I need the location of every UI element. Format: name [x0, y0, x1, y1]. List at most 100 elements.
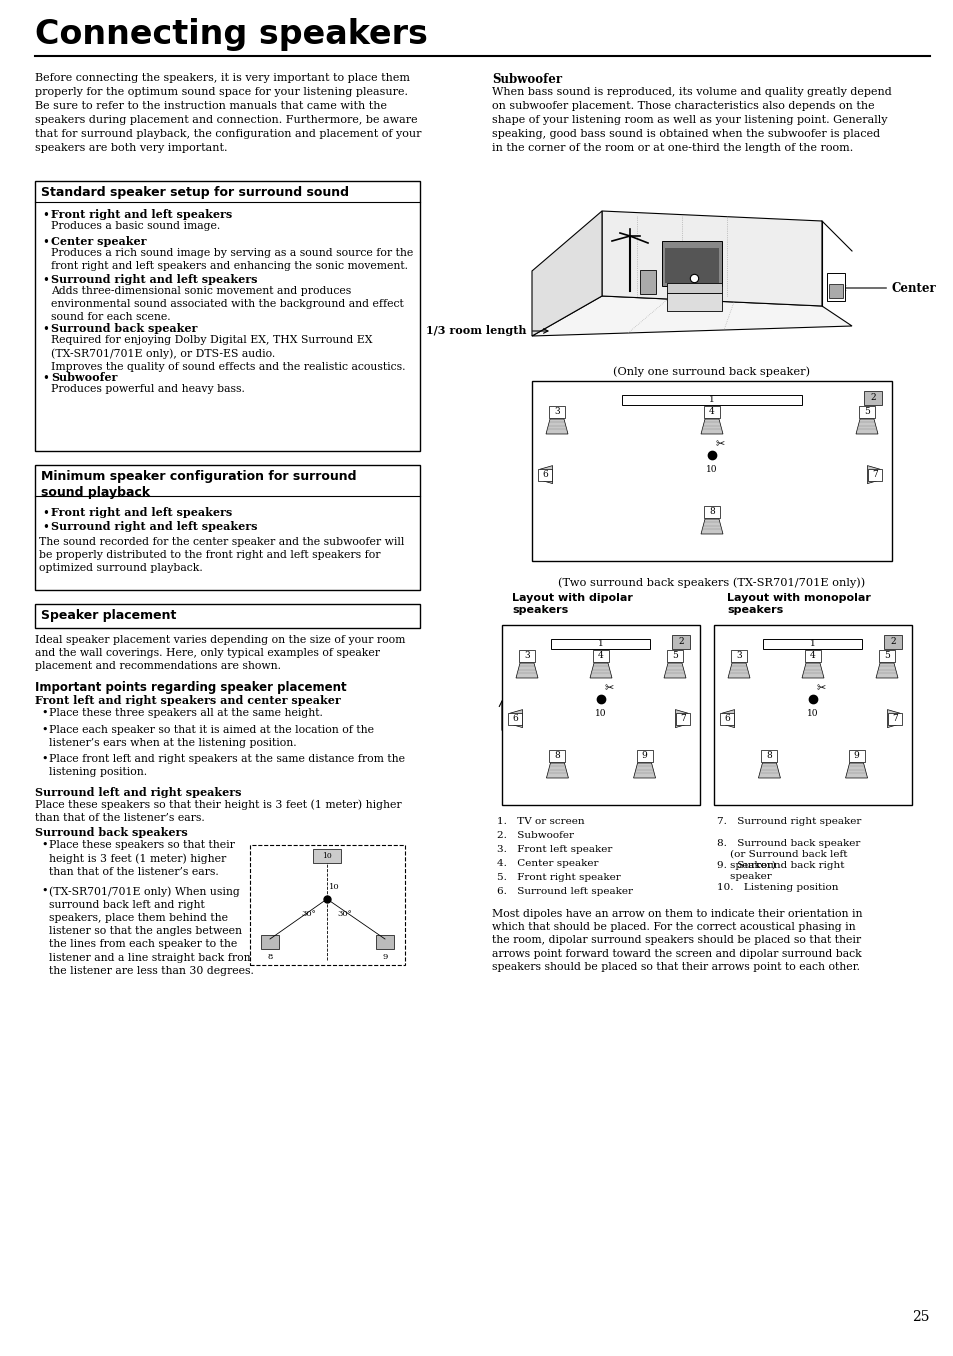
Text: 4: 4 — [809, 651, 815, 660]
Bar — [621, 395, 801, 405]
Bar — [549, 750, 565, 762]
Text: Most dipoles have an arrow on them to indicate their orientation in
which that s: Most dipoles have an arrow on them to in… — [492, 909, 862, 972]
Text: 5: 5 — [883, 651, 889, 660]
Text: 1: 1 — [708, 396, 714, 404]
Bar — [636, 750, 652, 762]
Bar — [375, 936, 394, 949]
Text: 10: 10 — [705, 465, 717, 473]
Text: Place these three speakers all at the same height.: Place these three speakers all at the sa… — [49, 708, 322, 717]
Text: Produces a basic sound image.: Produces a basic sound image. — [51, 221, 220, 231]
Bar — [760, 750, 777, 762]
Text: (Only one surround back speaker): (Only one surround back speaker) — [613, 366, 810, 377]
Polygon shape — [663, 663, 685, 678]
Bar — [35, 465, 419, 590]
Polygon shape — [875, 663, 897, 678]
Text: Layout with dipolar
speakers: Layout with dipolar speakers — [512, 593, 632, 616]
Text: 6: 6 — [541, 471, 547, 479]
Polygon shape — [886, 709, 899, 728]
Text: The sound recorded for the center speaker and the subwoofer will
be properly dis: The sound recorded for the center speake… — [39, 537, 404, 574]
Text: Place these speakers so that their
height is 3 feet (1 meter) higher
than that o: Place these speakers so that their heigh… — [49, 839, 234, 877]
Bar — [666, 293, 721, 311]
Polygon shape — [545, 419, 567, 434]
Text: 1. TV or screen: 1. TV or screen — [497, 818, 584, 826]
Text: 3: 3 — [554, 408, 559, 416]
Text: 3. Front left speaker: 3. Front left speaker — [497, 845, 612, 854]
Polygon shape — [721, 709, 734, 728]
Bar — [858, 405, 874, 418]
Text: Before connecting the speakers, it is very important to place them
properly for : Before connecting the speakers, it is ve… — [35, 73, 421, 153]
Text: 30°: 30° — [301, 910, 316, 918]
Polygon shape — [758, 763, 780, 778]
Text: •: • — [41, 754, 48, 763]
Text: 7: 7 — [891, 715, 897, 723]
Text: (or Surround back left: (or Surround back left — [717, 850, 846, 858]
Text: •: • — [42, 274, 49, 287]
Bar — [250, 845, 405, 965]
Text: Standard speaker setup for surround sound: Standard speaker setup for surround soun… — [41, 186, 349, 199]
Bar — [720, 713, 733, 724]
Text: 5: 5 — [863, 408, 869, 416]
Bar — [518, 650, 535, 662]
Bar — [762, 639, 862, 650]
Text: •: • — [42, 521, 49, 534]
Text: ✂: ✂ — [816, 683, 825, 694]
Polygon shape — [510, 709, 522, 728]
Text: Ideal speaker placement varies depending on the size of your room
and the wall c: Ideal speaker placement varies depending… — [35, 635, 405, 671]
Text: 1: 1 — [809, 640, 815, 648]
Text: 10: 10 — [595, 709, 606, 717]
Text: 30°: 30° — [337, 910, 352, 918]
Polygon shape — [532, 212, 601, 336]
Text: •: • — [42, 236, 49, 250]
Text: 1/3 room length: 1/3 room length — [426, 325, 547, 336]
Text: (TX-SR701/701E only) When using
surround back left and right
speakers, place the: (TX-SR701/701E only) When using surround… — [49, 885, 253, 976]
Bar — [664, 248, 719, 283]
Polygon shape — [727, 663, 749, 678]
Bar — [501, 625, 700, 805]
Text: 6. Surround left speaker: 6. Surround left speaker — [497, 887, 633, 896]
Bar — [713, 625, 911, 805]
Polygon shape — [546, 763, 568, 778]
Text: 2: 2 — [678, 637, 683, 647]
Text: speaker): speaker) — [717, 861, 775, 871]
Text: When bass sound is reproduced, its volume and quality greatly depend
on subwoofe: When bass sound is reproduced, its volum… — [492, 87, 891, 153]
Text: •: • — [42, 372, 49, 385]
Text: 6: 6 — [512, 715, 517, 723]
Text: ✂: ✂ — [716, 439, 724, 450]
Text: 10. Listening position: 10. Listening position — [717, 883, 838, 892]
Bar — [551, 639, 650, 650]
Bar — [261, 936, 278, 949]
Bar — [35, 180, 419, 452]
Bar — [878, 650, 894, 662]
Text: 7: 7 — [679, 715, 685, 723]
Text: Layout with monopolar
speakers: Layout with monopolar speakers — [726, 593, 870, 616]
Text: 3: 3 — [736, 651, 741, 660]
Bar — [676, 713, 689, 724]
Polygon shape — [516, 663, 537, 678]
Text: Front left and right speakers and center speaker: Front left and right speakers and center… — [35, 696, 340, 706]
Text: Surround right and left speakers: Surround right and left speakers — [51, 274, 257, 285]
Bar — [804, 650, 821, 662]
Bar — [548, 405, 564, 418]
Text: Produces a rich sound image by serving as a sound source for the
front right and: Produces a rich sound image by serving a… — [51, 248, 413, 271]
Bar — [671, 635, 689, 650]
Text: 25: 25 — [911, 1310, 929, 1323]
Polygon shape — [855, 419, 877, 434]
Text: 2. Subwoofer: 2. Subwoofer — [497, 831, 574, 839]
Bar — [666, 650, 682, 662]
Text: 4: 4 — [598, 651, 603, 660]
Bar — [507, 713, 521, 724]
Bar — [826, 273, 844, 301]
Text: 8: 8 — [708, 507, 714, 517]
Text: 7. Surround right speaker: 7. Surround right speaker — [717, 818, 861, 826]
Text: 2: 2 — [889, 637, 895, 647]
Text: 7: 7 — [871, 471, 877, 479]
Text: Surround right and left speakers: Surround right and left speakers — [51, 521, 257, 532]
Text: 4. Center speaker: 4. Center speaker — [497, 858, 598, 868]
Text: Place front left and right speakers at the same distance from the
listening posi: Place front left and right speakers at t… — [49, 754, 405, 777]
Text: 2: 2 — [869, 393, 875, 403]
Text: •: • — [41, 885, 48, 896]
Bar — [883, 635, 901, 650]
Bar — [867, 469, 882, 480]
Text: •: • — [42, 323, 49, 336]
Text: 9: 9 — [641, 751, 647, 761]
